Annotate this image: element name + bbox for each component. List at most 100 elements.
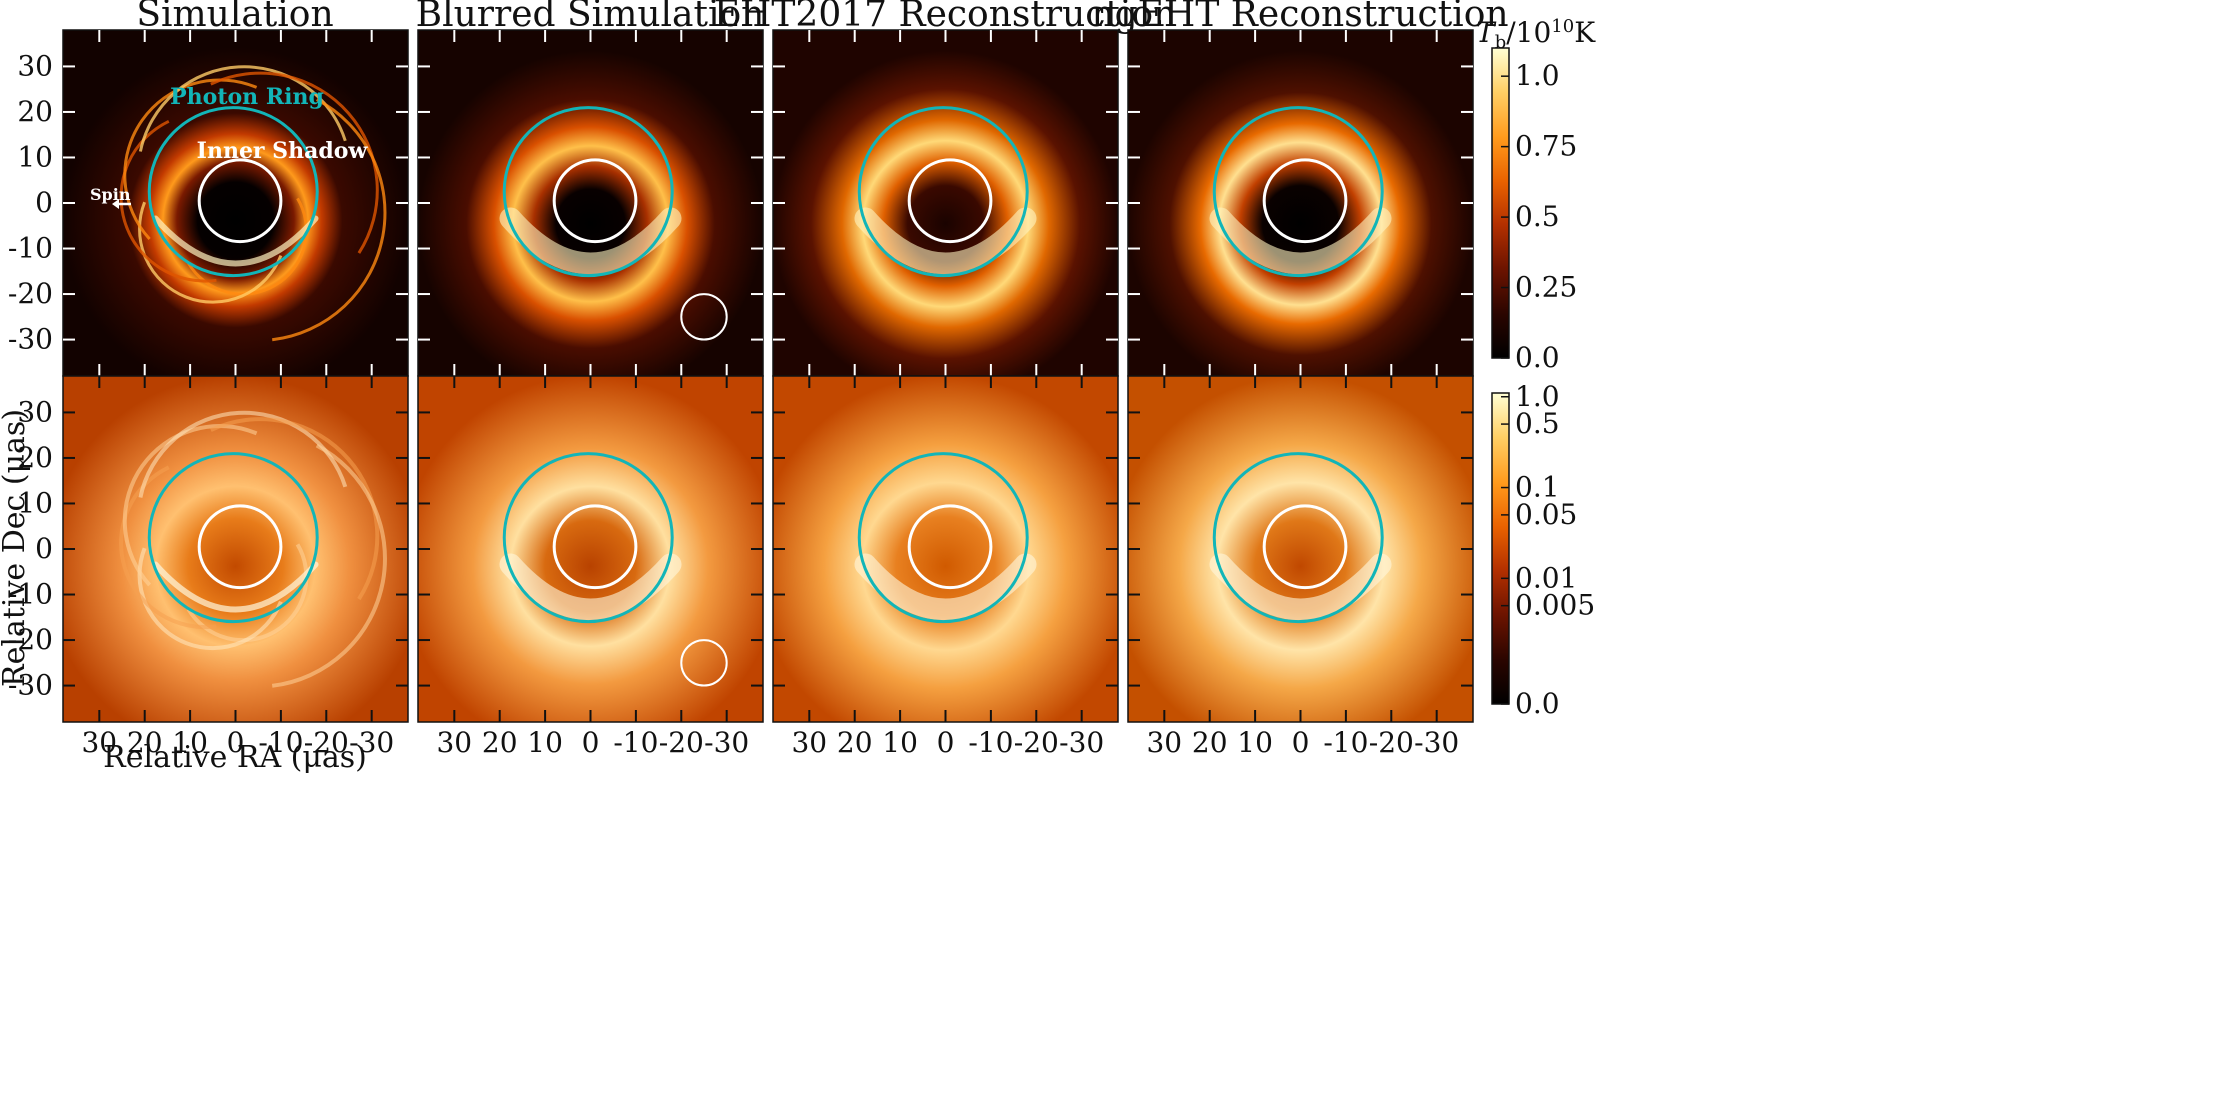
colorbar-tick-label: 0.25 xyxy=(1515,271,1577,304)
y-tick-label: 0 xyxy=(35,532,53,565)
x-tick-label: -10 xyxy=(613,726,658,759)
panel-title-simulation: Simulation xyxy=(136,0,333,35)
colorbar-title: Tb/1010K xyxy=(1476,16,1596,53)
bright-crescent xyxy=(152,561,319,613)
y-tick-label: 10 xyxy=(17,140,53,173)
colorbar-tick-label: 0.5 xyxy=(1515,200,1560,233)
inner-shadow-annotation: Inner Shadow xyxy=(197,138,369,164)
colorbar-tick-label: 0.05 xyxy=(1515,498,1577,531)
bright-crescent xyxy=(152,215,319,267)
x-tick-label: -20 xyxy=(1369,726,1414,759)
photon-ring-annotation: Photon Ring xyxy=(170,84,324,110)
panel-image-0-3 xyxy=(1128,30,1473,376)
x-tick-label: -30 xyxy=(1414,726,1459,759)
beam-circle xyxy=(680,293,728,341)
inner-shadow-circle xyxy=(1262,158,1348,244)
x-tick-label: 10 xyxy=(1237,726,1273,759)
x-tick-label: 30 xyxy=(81,726,117,759)
y-tick-label: -10 xyxy=(8,232,53,265)
panel-image-1-1 xyxy=(418,376,763,722)
swirl-streak xyxy=(210,71,379,254)
photon-ring-circle xyxy=(147,452,319,624)
x-tick-label: -30 xyxy=(349,726,394,759)
swirl-streak xyxy=(209,417,380,601)
inner-shadow-circle xyxy=(197,504,283,590)
x-tick-label: -20 xyxy=(1014,726,1059,759)
colorbar-tick-label: 0.75 xyxy=(1515,130,1577,163)
colorbar-tick-label: 0.01 xyxy=(1515,561,1577,594)
colorbar-tick-label: 1.0 xyxy=(1515,380,1560,413)
colorbar-top xyxy=(1491,47,1510,359)
x-tick-label: 0 xyxy=(937,726,955,759)
panel-title-blurred-simulation: Blurred Simulation xyxy=(416,0,765,35)
bright-crescent xyxy=(854,207,1037,275)
spin-annotation: Spin xyxy=(90,185,131,204)
colorbar-tick-label: 0.0 xyxy=(1515,687,1560,720)
x-tick-label: 0 xyxy=(582,726,600,759)
inner-shadow-circle xyxy=(197,158,283,244)
inner-shadow-circle xyxy=(552,158,638,244)
beam-circle xyxy=(680,639,728,687)
x-tick-label: 20 xyxy=(837,726,873,759)
colorbar-tick-label: 0.005 xyxy=(1515,589,1595,622)
y-tick-label: -10 xyxy=(8,578,53,611)
photon-ring-circle xyxy=(857,452,1029,624)
x-tick-label: -10 xyxy=(258,726,303,759)
panel-title-ngeht: ngEHT Reconstruction xyxy=(1091,0,1508,35)
bright-crescent xyxy=(499,553,682,621)
photon-ring-circle xyxy=(1212,452,1384,624)
y-tick-label: -20 xyxy=(8,623,53,656)
inner-shadow-circle xyxy=(1262,504,1348,590)
x-tick-label: -20 xyxy=(659,726,704,759)
y-tick-label: 30 xyxy=(17,395,53,428)
y-tick-label: 0 xyxy=(35,186,53,219)
colorbar-tick-label: 1.0 xyxy=(1515,59,1560,92)
panel-image-0-2 xyxy=(773,30,1118,376)
y-tick-label: -30 xyxy=(8,323,53,356)
x-tick-label: -30 xyxy=(1059,726,1104,759)
x-tick-label: -10 xyxy=(1323,726,1368,759)
x-tick-label: 10 xyxy=(882,726,918,759)
panel-image-1-3 xyxy=(1128,376,1473,722)
x-tick-label: -30 xyxy=(704,726,749,759)
x-tick-label: 20 xyxy=(482,726,518,759)
y-tick-label: 20 xyxy=(17,95,53,128)
panel-image-1-0 xyxy=(63,376,408,722)
y-tick-label: -20 xyxy=(8,277,53,310)
swirl-streak xyxy=(138,201,283,304)
inner-shadow-circle xyxy=(907,504,993,590)
x-axis-label: Relative RA (μas) xyxy=(103,740,367,775)
x-tick-label: 0 xyxy=(1292,726,1310,759)
x-tick-label: 10 xyxy=(527,726,563,759)
x-tick-label: 0 xyxy=(227,726,245,759)
colorbar-tick-label: 0.0 xyxy=(1515,341,1560,374)
photon-ring-circle xyxy=(147,106,319,278)
x-tick-label: 10 xyxy=(172,726,208,759)
swirl-streak xyxy=(137,547,283,651)
y-axis-label: Relative Dec (μas) xyxy=(0,409,32,687)
inner-shadow-circle xyxy=(907,158,993,244)
x-tick-label: -10 xyxy=(968,726,1013,759)
photon-ring-circle xyxy=(502,106,674,278)
y-tick-label: 10 xyxy=(17,486,53,519)
panel-image-1-2 xyxy=(773,376,1118,722)
photon-ring-circle xyxy=(1212,106,1384,278)
x-tick-label: 30 xyxy=(791,726,827,759)
photon-ring-circle xyxy=(857,106,1029,278)
x-tick-label: -20 xyxy=(304,726,349,759)
panel-title-eht2017: EHT2017 Reconstruction xyxy=(714,0,1177,35)
bright-crescent xyxy=(854,553,1037,621)
x-tick-label: 30 xyxy=(1146,726,1182,759)
colorbar-tick-label: 0.5 xyxy=(1515,407,1560,440)
y-tick-label: -30 xyxy=(8,669,53,702)
y-tick-label: 20 xyxy=(17,441,53,474)
spin-arrow-icon xyxy=(112,199,131,209)
colorbar-bottom xyxy=(1491,392,1510,705)
inner-shadow-circle xyxy=(552,504,638,590)
x-tick-label: 30 xyxy=(436,726,472,759)
colorbar-tick-label: 0.1 xyxy=(1515,471,1560,504)
swirl-streak xyxy=(271,443,387,688)
y-tick-label: 30 xyxy=(17,49,53,82)
x-tick-label: 20 xyxy=(1192,726,1228,759)
